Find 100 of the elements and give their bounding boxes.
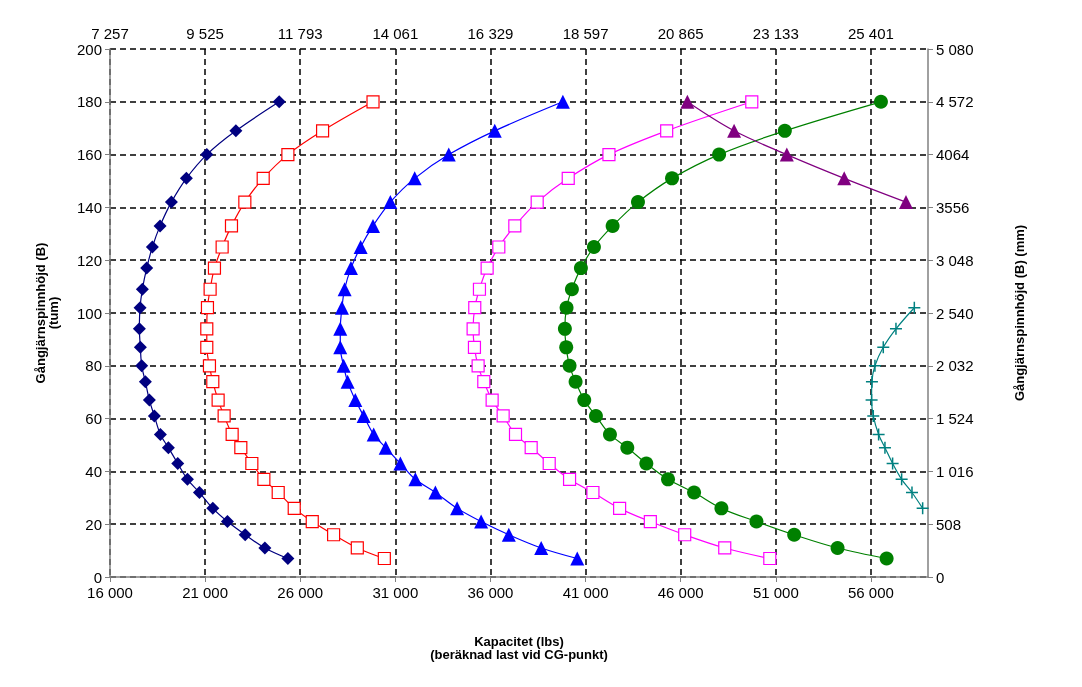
point (749, 514, 764, 529)
point (220, 515, 234, 529)
point (281, 148, 295, 162)
point (524, 441, 538, 455)
point (660, 124, 674, 138)
point (865, 374, 879, 389)
point (340, 374, 355, 389)
point (471, 359, 485, 373)
point (605, 218, 620, 233)
point (153, 427, 167, 441)
point (586, 240, 601, 254)
point (907, 300, 922, 315)
point (678, 528, 692, 542)
point (474, 514, 489, 529)
point (153, 219, 167, 233)
point (680, 94, 695, 109)
point (366, 95, 380, 109)
point (202, 359, 217, 373)
point (287, 501, 301, 515)
point (348, 393, 363, 408)
point (466, 322, 480, 336)
point (200, 340, 214, 354)
point (366, 427, 381, 442)
point (337, 282, 352, 297)
point (661, 472, 676, 487)
x-tick-label: 56 000 (847, 584, 894, 601)
point (258, 541, 272, 555)
point (383, 195, 398, 210)
point (192, 486, 206, 500)
point (256, 171, 270, 185)
point (866, 409, 881, 423)
point (245, 456, 259, 471)
point (508, 219, 522, 233)
point (620, 440, 635, 455)
point (905, 485, 919, 500)
point (133, 301, 147, 315)
x-tick-label: 16 000 (87, 584, 133, 601)
point (333, 340, 348, 355)
y-tick-label: 200 (76, 40, 102, 58)
point (643, 514, 657, 529)
point (602, 427, 617, 442)
point (480, 261, 494, 275)
y-tick-label: 40 (85, 462, 102, 480)
point (206, 375, 220, 389)
point (145, 240, 159, 254)
point (557, 321, 572, 336)
point (570, 551, 585, 566)
x-tick-label: 41 000 (562, 584, 609, 601)
y2-tick-label: 508 (936, 515, 962, 533)
x2-tick-label: 20 865 (657, 25, 704, 42)
y-tick-label: 80 (85, 357, 102, 375)
x2-tick-label: 14 061 (372, 25, 419, 42)
point (868, 359, 882, 373)
point (179, 171, 193, 185)
point (468, 301, 482, 315)
point (271, 485, 285, 500)
point (132, 322, 146, 336)
x-tick-label: 46 000 (657, 584, 704, 601)
point (837, 171, 852, 186)
point (885, 456, 900, 471)
point (238, 195, 252, 209)
point (133, 340, 147, 354)
point (135, 359, 149, 373)
x-tick-label: 31 000 (372, 584, 419, 601)
point (915, 501, 930, 516)
point (450, 501, 465, 516)
y2-axis-title: Gångjärnspinnhöjd (B) (mm) (1012, 224, 1027, 402)
point (180, 472, 194, 486)
point (873, 94, 888, 109)
point (200, 322, 214, 336)
point (336, 358, 351, 373)
point (138, 375, 152, 389)
y-tick-label: 60 (85, 410, 102, 428)
point (229, 124, 243, 138)
point (353, 240, 368, 254)
point (613, 501, 627, 515)
point (779, 147, 794, 162)
y-tick-label: 120 (76, 251, 102, 269)
point (327, 528, 341, 542)
point (542, 456, 556, 471)
point (871, 427, 886, 442)
point (714, 501, 729, 516)
point (787, 527, 802, 542)
point (215, 240, 229, 254)
point (441, 147, 456, 162)
point (472, 282, 487, 296)
y-tick-label: 100 (76, 304, 102, 322)
point (206, 501, 220, 515)
point (879, 551, 894, 566)
point (161, 441, 175, 455)
point (142, 393, 156, 407)
point (894, 472, 909, 487)
point (356, 408, 371, 423)
point (477, 375, 491, 389)
point (555, 94, 570, 109)
point (876, 340, 891, 355)
point (200, 148, 214, 162)
point (573, 261, 588, 276)
point (777, 123, 792, 138)
point (830, 540, 845, 555)
